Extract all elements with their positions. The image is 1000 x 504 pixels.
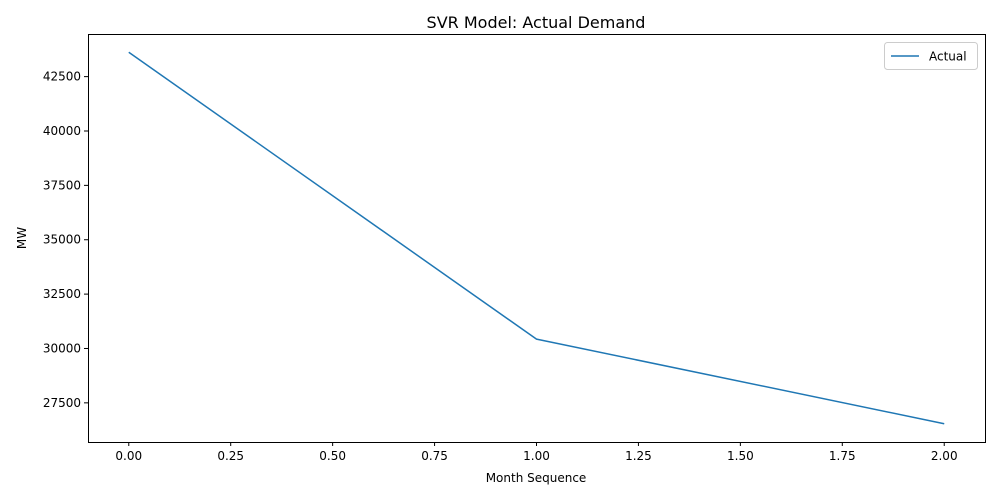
x-axis-ticks: 0.00 0.25 0.50 0.75 1.00 1.25 1.50 1.75 2.00 — [115, 442, 958, 463]
legend-box — [884, 42, 978, 70]
x-tick-label: 0.75 — [421, 449, 448, 463]
x-tick-label: 1.75 — [829, 449, 856, 463]
x-tick-label: 0.50 — [319, 449, 346, 463]
x-tick-label: 2.00 — [931, 449, 958, 463]
y-tick-label: 35000 — [43, 233, 81, 247]
legend-series-label: Actual — [929, 50, 967, 64]
chart-title: SVR Model: Actual Demand — [427, 13, 646, 32]
y-axis-label: MW — [15, 227, 29, 249]
plot-area — [88, 34, 986, 443]
x-tick-label: 1.25 — [625, 449, 652, 463]
y-tick-label: 32500 — [43, 287, 81, 301]
y-tick-label: 27500 — [43, 396, 81, 410]
legend: Actual — [884, 42, 978, 70]
x-tick-label: 0.00 — [115, 449, 142, 463]
y-tick-label: 42500 — [43, 70, 81, 84]
series-line-actual — [128, 51, 945, 425]
y-axis-ticks: 27500 30000 32500 35000 37500 40000 42500 — [43, 70, 88, 410]
x-tick-label: 1.00 — [523, 449, 550, 463]
y-tick-label: 40000 — [43, 124, 81, 138]
y-tick-label: 30000 — [43, 341, 81, 355]
series-layer — [128, 51, 945, 425]
x-axis-label: Month Sequence — [486, 471, 587, 485]
x-tick-label: 1.50 — [727, 449, 754, 463]
y-tick-label: 37500 — [43, 178, 81, 192]
x-tick-label: 0.25 — [217, 449, 244, 463]
